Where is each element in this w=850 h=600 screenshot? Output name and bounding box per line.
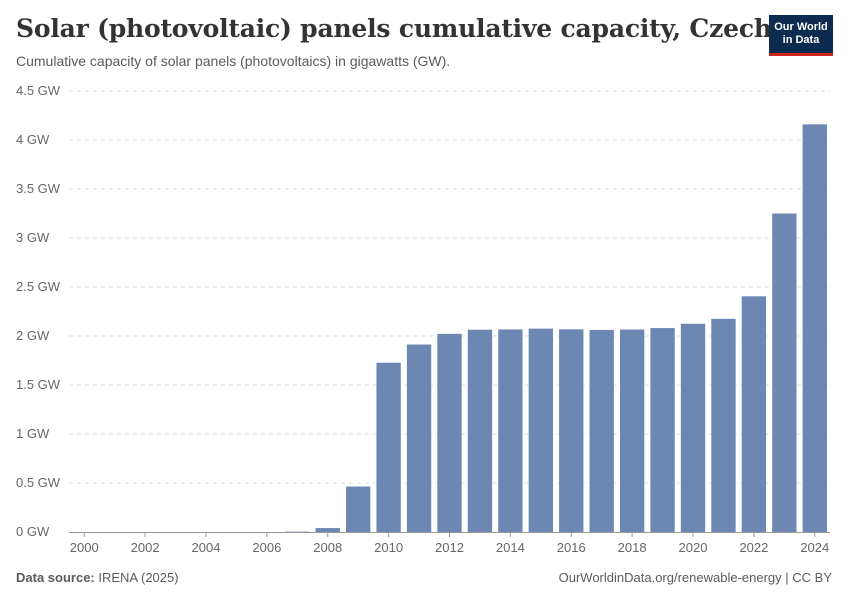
y-tick-label: 3.5 GW: [16, 181, 61, 196]
x-tick-label: 2006: [252, 540, 281, 555]
data-source: Data source: IRENA (2025): [16, 570, 179, 585]
y-tick-label: 1.5 GW: [16, 377, 61, 392]
y-tick-label: 0.5 GW: [16, 475, 61, 490]
bar-2014[interactable]: 2014: 2.067 GW: [498, 329, 523, 532]
bar-2016[interactable]: 2016: 2.068 GW: [559, 329, 584, 532]
bar-2012[interactable]: 2012: 2.022 GW: [437, 333, 462, 532]
bar-2018[interactable]: 2018: 2.066 GW: [619, 329, 645, 532]
x-tick-label: 2024: [800, 540, 829, 555]
x-tick-label: 2016: [557, 540, 586, 555]
y-axis-ticks: 0 GW 0.5 GW 1 GW 1.5 GW 2 GW 2.5 GW 3 GW 3.5 GW…: [16, 83, 61, 539]
x-tick-label: 2000: [70, 540, 99, 555]
y-tick-label: 2.5 GW: [16, 279, 61, 294]
bar-2017[interactable]: 2017: 2.062 GW: [589, 329, 614, 532]
bar-2021[interactable]: 2021: 2.175 GW: [711, 318, 736, 532]
x-tick-label: 2022: [739, 540, 768, 555]
bar-2009[interactable]: 2009: 0.464 GW: [346, 486, 371, 532]
chart-title: Solar (photovoltaic) panels cumulative c…: [16, 14, 798, 43]
bar-2013[interactable]: 2013: 2.064 GW: [467, 329, 493, 532]
y-tick-label: 0 GW: [16, 524, 50, 539]
bar-2010[interactable]: 2010: 1.727 GW: [376, 362, 401, 532]
bar-2019[interactable]: 2019: 2.081 GW: [650, 328, 675, 532]
owid-logo[interactable]: Our World in Data: [769, 15, 833, 56]
y-tick-label: 4 GW: [16, 132, 50, 147]
bar-2022[interactable]: 2022: 2.405 GW: [741, 296, 767, 532]
x-tick-label: 2010: [374, 540, 403, 555]
bar-2015[interactable]: 2015: 2.075 GW: [528, 328, 553, 532]
bar-2023[interactable]: 2023: 3.25 GW: [772, 213, 797, 533]
x-tick-label: 2004: [192, 540, 221, 555]
x-axis-ticks: 2000 2002 2004 2006 2008 2010 2012 2014 2016 2018…: [70, 532, 829, 555]
y-tick-label: 2 GW: [16, 328, 50, 343]
data-source-value[interactable]: IRENA (2025): [98, 570, 179, 585]
x-tick-label: 2002: [131, 540, 160, 555]
bars: 2000: 0 GW2001: 0 GW2002: 0 GW2003: 0 GW…: [285, 124, 827, 532]
x-tick-label: 2008: [313, 540, 342, 555]
logo-line-2: in Data: [782, 34, 820, 46]
bar-2011[interactable]: 2011: 1.913 GW: [406, 344, 432, 532]
x-tick-label: 2018: [618, 540, 647, 555]
data-source-label: Data source:: [16, 570, 95, 585]
x-tick-label: 2012: [435, 540, 464, 555]
y-tick-label: 4.5 GW: [16, 83, 61, 98]
bar-2008[interactable]: 2008: 0.04 GW: [315, 528, 340, 532]
chart-subtitle: Cumulative capacity of solar panels (pho…: [16, 53, 451, 69]
y-tick-label: 1 GW: [16, 426, 50, 441]
footer-link[interactable]: OurWorldinData.org/renewable-energy | CC…: [558, 570, 832, 585]
y-tick-label: 3 GW: [16, 230, 50, 245]
logo-line-1: Our World: [774, 21, 828, 33]
bar-2020[interactable]: 2020: 2.125 GW: [680, 323, 706, 532]
bar-2024[interactable]: 2024: 4.16 GW: [802, 124, 827, 532]
x-tick-label: 2020: [679, 540, 708, 555]
x-tick-label: 2014: [496, 540, 525, 555]
